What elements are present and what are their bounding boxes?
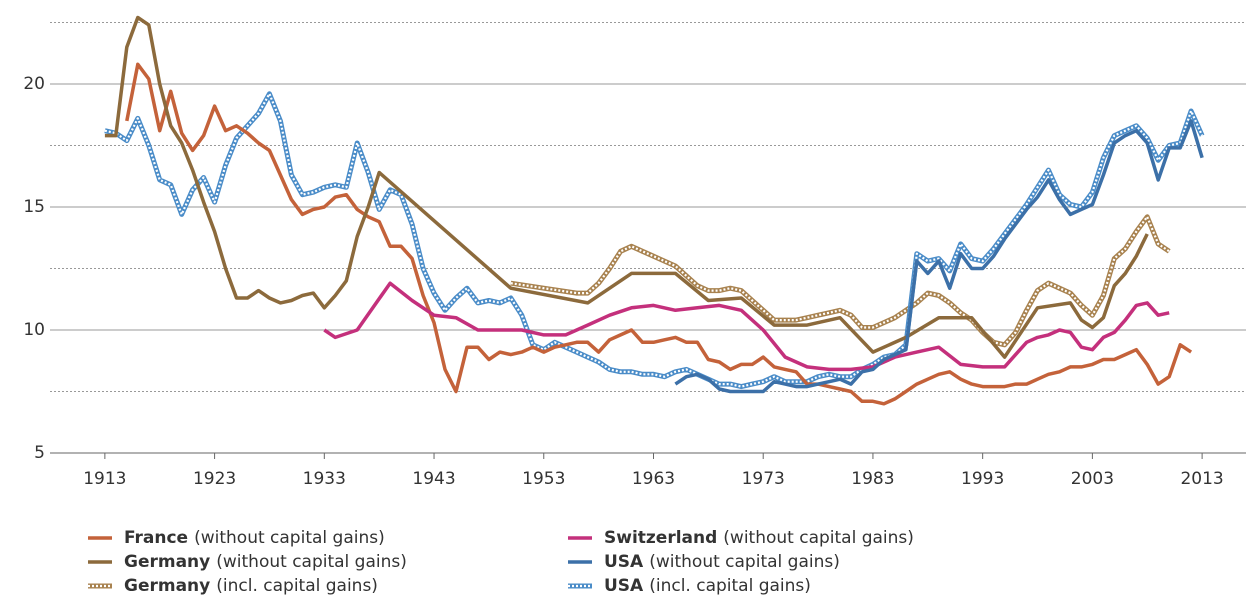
x-tick-label: 1933: [303, 469, 346, 489]
y-tick-label: 10: [23, 320, 45, 340]
legend-name: USA: [604, 576, 644, 596]
x-tick-label: 1953: [522, 469, 565, 489]
legend-name: Switzerland: [604, 528, 717, 548]
x-tick-label: 1973: [742, 469, 785, 489]
x-tick-label: 1943: [412, 469, 455, 489]
legend-label: France (without capital gains): [124, 528, 385, 548]
x-tick-label: 2003: [1071, 469, 1114, 489]
legend-name: Germany: [124, 576, 210, 596]
y-tick-label: 5: [34, 443, 45, 463]
series-line: [323, 281, 1170, 372]
legend-qualifier: (incl. capital gains): [216, 576, 378, 596]
legend-name: France: [124, 528, 188, 548]
legend-name: USA: [604, 552, 644, 572]
legend-qualifier: (without capital gains): [216, 552, 407, 572]
x-tick-label: 1923: [193, 469, 236, 489]
legend-name: Germany: [124, 552, 210, 572]
legend-qualifier: (without capital gains): [723, 528, 914, 548]
series-line: [674, 119, 1204, 394]
x-tick-label: 1983: [851, 469, 894, 489]
legend-label: USA (without capital gains): [604, 552, 840, 572]
legend-label: Germany (without capital gains): [124, 552, 407, 572]
x-tick-label: 1963: [632, 469, 675, 489]
x-tick-label: 1993: [961, 469, 1004, 489]
x-tick-label: 1913: [83, 469, 126, 489]
series-line: [125, 62, 1193, 406]
legend-qualifier: (without capital gains): [194, 528, 385, 548]
series-line-pattern: [104, 92, 1204, 388]
legend-label: Germany (incl. capital gains): [124, 576, 378, 596]
series-line: [510, 214, 1171, 348]
series-line: [104, 15, 1149, 359]
y-tick-label: 15: [23, 197, 45, 217]
x-tick-label: 2013: [1180, 469, 1223, 489]
y-tick-label: 20: [23, 74, 45, 94]
legend-qualifier: (incl. capital gains): [649, 576, 811, 596]
legend-qualifier: (without capital gains): [649, 552, 840, 572]
legend-label: Switzerland (without capital gains): [604, 528, 914, 548]
series-line-pattern: [510, 215, 1170, 346]
legend-label: USA (incl. capital gains): [604, 576, 811, 596]
